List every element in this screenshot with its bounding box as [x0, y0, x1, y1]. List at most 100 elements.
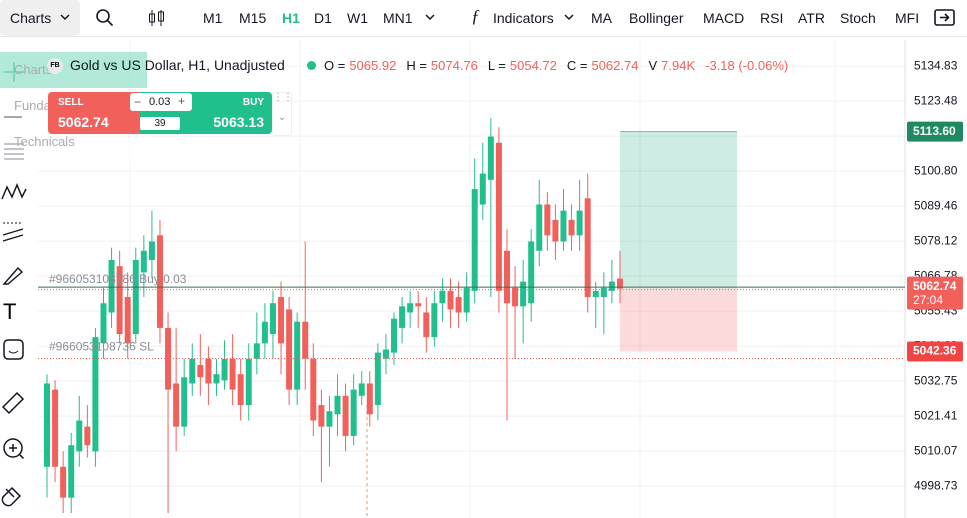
candle-body [140, 250, 147, 273]
candle-body [358, 383, 365, 396]
ghost-menu-item: Technicals [14, 134, 75, 149]
candle-body [68, 445, 75, 498]
candle-body [350, 389, 357, 436]
ohlc-label: H = [406, 58, 427, 73]
charts-menu-label[interactable]: Charts [10, 10, 52, 26]
search-icon[interactable] [95, 8, 115, 28]
candle-body [197, 364, 204, 378]
candle-body [253, 343, 260, 359]
candle-body [366, 383, 373, 415]
buy-price: 5063.13 [213, 114, 264, 130]
sell-label: SELL [58, 97, 84, 108]
y-tick-label: 4998.73 [914, 478, 958, 492]
candle-body [92, 337, 99, 452]
ohlc-legend: O = 5065.92 H = 5074.76 L = 5054.72 C = 5062.74… [324, 58, 788, 73]
candle-body [374, 352, 381, 406]
indicator-shortcut[interactable]: MA [591, 10, 612, 26]
candle-body [132, 260, 139, 335]
position-label: #966053103786 Buy 0.03 [49, 272, 187, 286]
candle-body [108, 260, 115, 313]
candle-body [439, 290, 446, 304]
y-tick-label: 5089.46 [914, 198, 958, 212]
candle-body [520, 281, 527, 307]
candle-body [463, 287, 470, 313]
candle-body [124, 297, 131, 344]
candle-body [318, 405, 325, 427]
current-price: 5062.74 [913, 279, 957, 293]
y-tick-label: 5134.83 [914, 58, 958, 72]
symbol-title: Gold vs US Dollar, H1, Unadjusted [70, 57, 285, 73]
volume[interactable]: 0.03 [149, 96, 171, 108]
volume-minus[interactable]: − [134, 95, 142, 109]
timeframe[interactable]: M15 [239, 10, 267, 26]
bar-countdown: 27:04 [913, 293, 943, 307]
toolbar: Charts ƒ Indicators M1 M15 H1 D1 W1 MN1 MA Boll… [0, 0, 967, 37]
candle-body [44, 383, 50, 467]
candle-body [568, 219, 575, 236]
candle-body [181, 377, 188, 427]
indicator-shortcut[interactable]: Bollinger [629, 10, 684, 26]
candle-body [391, 318, 398, 353]
candle-body [495, 142, 502, 291]
order-panel-handle[interactable]: ⋮⋮ ⌄ [272, 92, 293, 136]
candle-body [310, 358, 317, 421]
candle-body [382, 349, 389, 359]
candle-body [229, 358, 236, 390]
ohlc-label: O = [324, 58, 346, 73]
candle-body [221, 358, 228, 381]
ghost-menu-item: Charts [14, 62, 53, 77]
fx-icon: ƒ [471, 6, 480, 26]
stop-loss-zone [620, 288, 737, 352]
candle-body [431, 303, 438, 338]
ohlc-value: 5062.74 [591, 58, 639, 73]
candle-body [399, 306, 406, 328]
timeframe[interactable]: W1 [347, 10, 368, 26]
candle-body [455, 297, 462, 313]
indicator-shortcut[interactable]: MFI [895, 10, 920, 26]
indicators-button[interactable]: Indicators [493, 10, 554, 26]
indicator-shortcut[interactable]: RSI [760, 10, 784, 26]
timeframe[interactable]: D1 [314, 10, 332, 26]
buy-label: BUY [242, 97, 264, 108]
ohlc-label: C = [566, 58, 588, 73]
ohlc-value: 5054.72 [509, 58, 557, 73]
sl-price: 5042.36 [913, 344, 957, 358]
candle-body [286, 309, 293, 390]
candle-body [415, 303, 422, 307]
indicator-shortcut[interactable]: MACD [703, 10, 745, 26]
ohlc-value: 7.94K [661, 58, 696, 73]
chart-type-icon[interactable] [147, 8, 167, 28]
chevron [564, 14, 574, 21]
candle-body [479, 173, 486, 205]
ohlc-value: 5074.76 [430, 58, 478, 73]
candle-body [148, 241, 155, 261]
market-open-dot [307, 61, 316, 70]
indicator-shortcut[interactable]: Stoch [840, 10, 876, 26]
timeframe[interactable]: MN1 [383, 10, 413, 26]
timeframe[interactable]: H1 [282, 10, 300, 26]
candle-body [544, 204, 551, 236]
candle-body [100, 303, 107, 344]
sell-button[interactable] [48, 92, 140, 134]
candle-body [245, 358, 252, 406]
fullscreen-icon[interactable] [934, 8, 956, 28]
candle-body [294, 321, 301, 390]
indicator-shortcut[interactable]: ATR [798, 10, 825, 26]
y-tick-label: 5021.41 [914, 408, 958, 422]
ohlc-label: V [648, 58, 658, 73]
volume-box[interactable] [130, 93, 192, 111]
chevron [60, 14, 70, 21]
candle-body [278, 297, 285, 344]
candle-body [584, 198, 591, 298]
timeframe[interactable]: M1 [203, 10, 223, 26]
chevron[interactable] [425, 14, 435, 22]
candle-body [269, 303, 276, 335]
take-profit-zone [620, 131, 737, 289]
candle-body [447, 290, 454, 310]
sell-price: 5062.74 [58, 114, 109, 130]
text-tool[interactable]: T [3, 299, 16, 324]
ohlc-value: 5065.92 [349, 58, 397, 73]
candle-body [52, 389, 59, 467]
volume-plus[interactable]: + [178, 94, 186, 108]
